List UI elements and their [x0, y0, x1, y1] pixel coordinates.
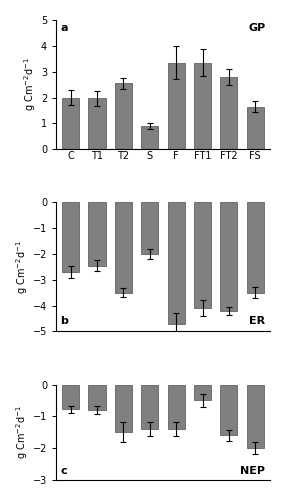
Bar: [220, 202, 237, 311]
Bar: [141, 202, 158, 254]
Bar: [89, 384, 106, 410]
Bar: [194, 384, 211, 400]
Bar: [167, 384, 185, 429]
Bar: [194, 62, 211, 149]
Bar: [115, 384, 132, 432]
Text: c: c: [60, 466, 67, 476]
Bar: [167, 202, 185, 324]
Bar: [115, 84, 132, 149]
Bar: [62, 98, 79, 149]
Y-axis label: g Cm$^{-2}$d$^{-1}$: g Cm$^{-2}$d$^{-1}$: [22, 58, 38, 112]
Bar: [115, 202, 132, 292]
Text: ER: ER: [249, 316, 266, 326]
Y-axis label: g Cm$^{-2}$d$^{-1}$: g Cm$^{-2}$d$^{-1}$: [14, 240, 30, 294]
Text: b: b: [60, 316, 68, 326]
Bar: [89, 98, 106, 149]
Y-axis label: g Cm$^{-2}$d$^{-1}$: g Cm$^{-2}$d$^{-1}$: [14, 406, 30, 459]
Bar: [194, 202, 211, 308]
Bar: [141, 126, 158, 149]
Bar: [167, 62, 185, 149]
Bar: [220, 384, 237, 436]
Bar: [62, 202, 79, 272]
Bar: [62, 384, 79, 409]
Text: a: a: [60, 22, 68, 32]
Bar: [89, 202, 106, 266]
Text: GP: GP: [248, 22, 266, 32]
Bar: [247, 106, 264, 149]
Bar: [141, 384, 158, 429]
Bar: [247, 202, 264, 292]
Bar: [220, 77, 237, 149]
Text: NEP: NEP: [241, 466, 266, 476]
Bar: [247, 384, 264, 448]
